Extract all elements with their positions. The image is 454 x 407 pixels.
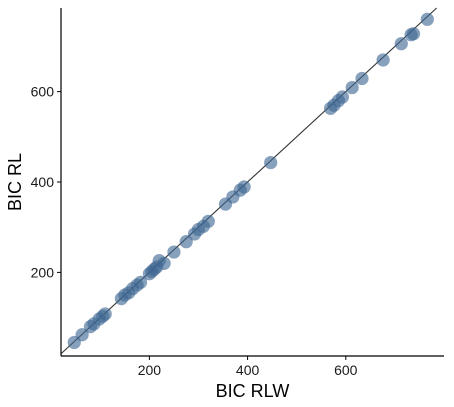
data-point — [376, 53, 390, 67]
data-point — [237, 180, 251, 194]
data-point — [133, 275, 148, 289]
x-ticks: 200 400 600 — [138, 356, 358, 378]
data-point — [420, 12, 434, 26]
data-point — [345, 80, 359, 95]
data-point — [167, 245, 181, 259]
x-tick-label: 400 — [236, 362, 260, 378]
y-tick-label: 600 — [31, 84, 55, 100]
data-point — [406, 27, 421, 41]
y-tick-label: 200 — [31, 264, 55, 280]
data-point — [75, 328, 89, 342]
data-point — [179, 235, 193, 249]
data-point — [264, 155, 278, 170]
y-tick-label: 400 — [31, 174, 55, 190]
y-ticks: 200 400 600 — [31, 84, 61, 280]
data-point — [157, 256, 171, 270]
data-point — [355, 71, 369, 86]
x-tick-label: 200 — [138, 362, 162, 378]
data-point — [335, 90, 349, 104]
data-point — [98, 307, 112, 321]
y-axis-title: BIC RL — [5, 153, 25, 211]
points-group — [67, 12, 434, 350]
data-point — [201, 214, 215, 228]
x-tick-label: 600 — [334, 362, 358, 378]
data-point — [394, 37, 408, 51]
x-axis-title: BIC RLW — [216, 381, 290, 401]
